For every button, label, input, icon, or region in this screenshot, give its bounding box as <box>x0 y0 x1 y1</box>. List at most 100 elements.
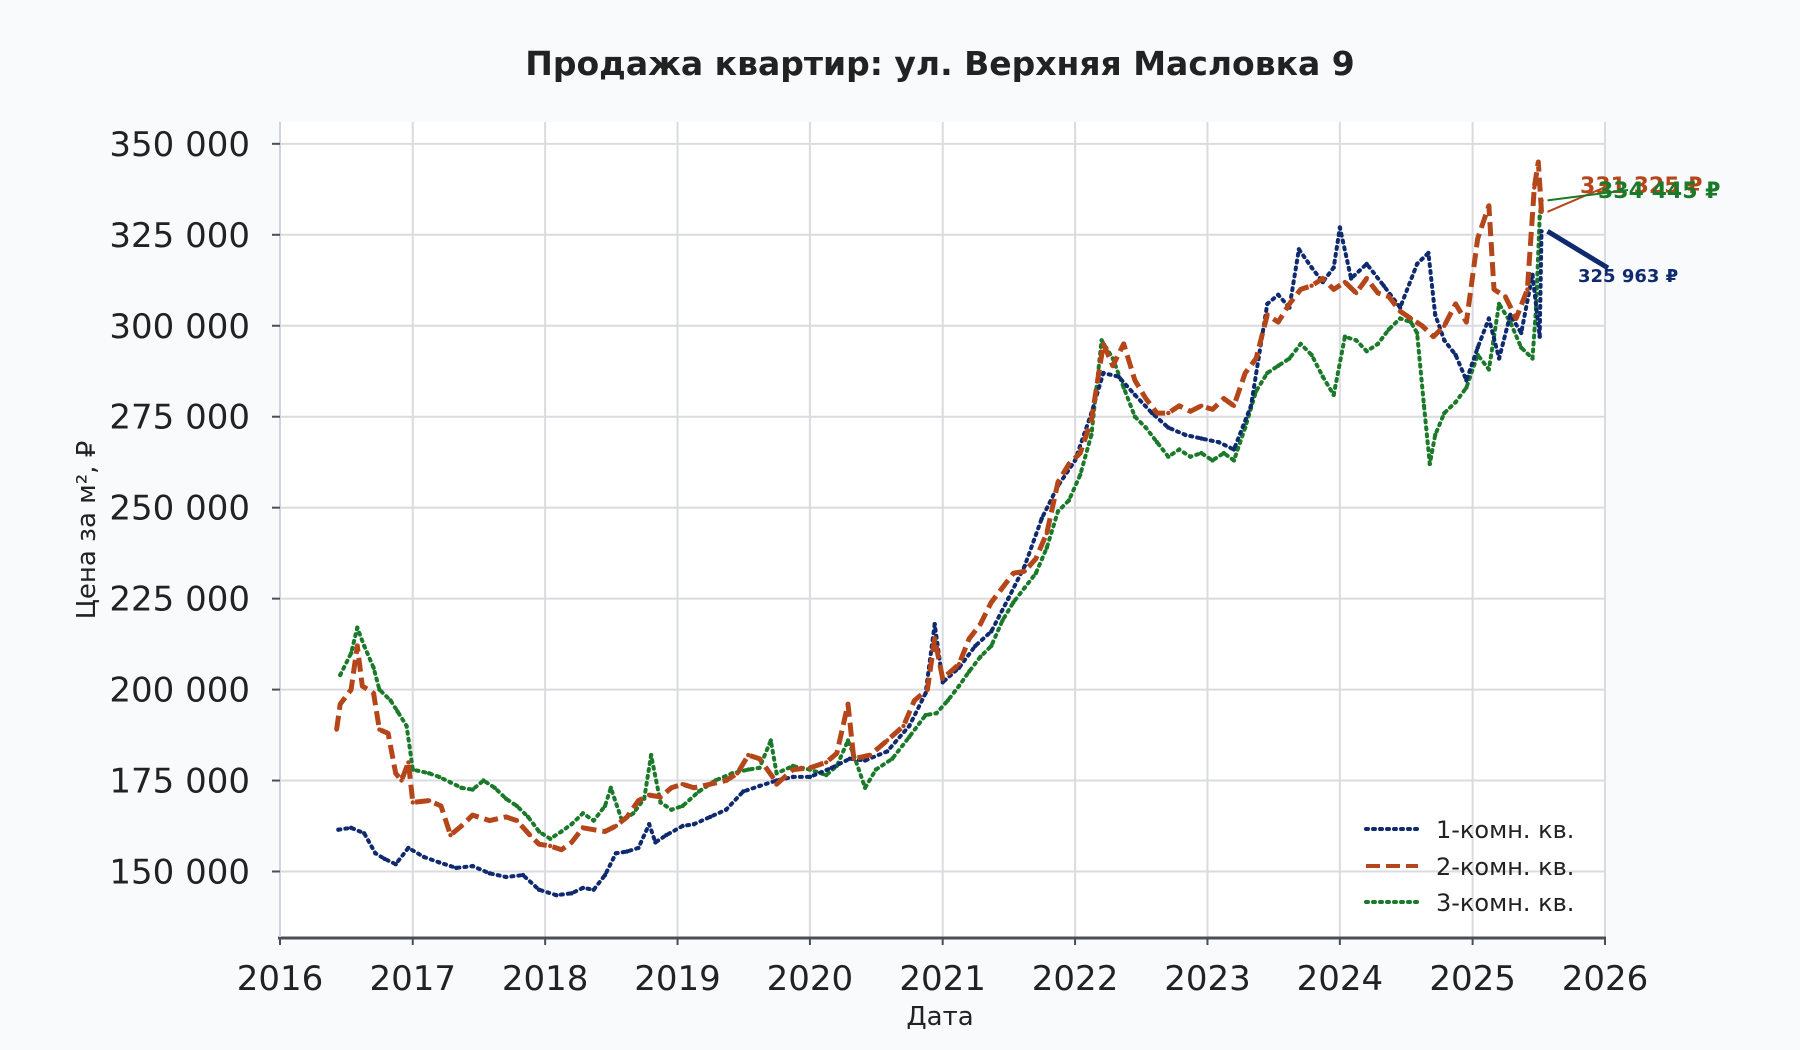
data-point <box>470 812 475 818</box>
data-point <box>741 789 746 794</box>
data-point <box>514 803 520 809</box>
data-point <box>956 683 962 689</box>
data-point <box>669 785 674 790</box>
data-point <box>1442 323 1447 328</box>
data-point <box>377 687 382 692</box>
data-point <box>967 669 972 674</box>
data-point <box>348 651 354 656</box>
data-point <box>790 774 796 780</box>
data-point <box>1381 283 1386 288</box>
data-point <box>1408 316 1414 321</box>
data-point <box>1033 556 1039 561</box>
data-point <box>1110 363 1116 368</box>
data-point <box>554 893 559 898</box>
data-point <box>362 831 367 836</box>
data-point <box>1101 370 1106 376</box>
data-point <box>807 774 813 780</box>
data-point <box>1464 385 1469 390</box>
annotation-label: 334 445 ₽ <box>1598 179 1720 204</box>
data-point <box>1421 403 1427 408</box>
data-point <box>503 874 509 880</box>
data-point <box>470 787 475 792</box>
data-point <box>680 782 685 787</box>
y-tick-label: 325 000 <box>109 216 250 256</box>
annotation-label: 331 325 ₽ <box>1580 174 1702 199</box>
legend-label-1room: 1-комн. кв. <box>1436 816 1574 844</box>
data-point <box>1342 334 1348 339</box>
data-point <box>1089 432 1094 438</box>
data-point <box>1188 454 1193 459</box>
data-point <box>658 800 663 805</box>
data-point <box>923 712 928 718</box>
data-point <box>1055 480 1061 485</box>
data-point <box>426 771 432 776</box>
data-point <box>338 672 343 678</box>
data-point <box>1011 571 1016 576</box>
legend-label-2room: 2-комн. кв. <box>1436 853 1574 881</box>
data-point <box>336 827 341 832</box>
data-point <box>536 887 542 892</box>
y-tick-label: 200 000 <box>109 671 250 711</box>
data-point <box>437 774 442 780</box>
data-point <box>940 680 945 685</box>
data-point <box>989 600 994 605</box>
data-point <box>1491 287 1497 292</box>
data-point <box>1276 363 1281 368</box>
y-tick-label: 300 000 <box>109 307 250 347</box>
data-point <box>1433 312 1438 317</box>
data-point <box>746 752 751 758</box>
data-point <box>1116 374 1121 379</box>
data-point <box>569 822 574 827</box>
data-point <box>647 792 652 798</box>
data-point <box>613 851 619 856</box>
data-point <box>559 847 564 852</box>
data-point <box>393 862 398 867</box>
data-point <box>1513 316 1519 321</box>
data-point <box>1166 425 1171 430</box>
data-point <box>1183 432 1188 438</box>
data-point <box>1199 403 1204 408</box>
data-point <box>978 621 983 627</box>
x-tick-label: 2019 <box>634 959 721 999</box>
data-point <box>1386 294 1392 299</box>
data-point <box>829 765 834 770</box>
data-point <box>1431 334 1436 339</box>
data-point <box>1539 229 1544 234</box>
data-point <box>548 836 553 841</box>
data-point <box>1221 396 1227 401</box>
data-point <box>1000 618 1005 623</box>
data-point <box>399 778 404 783</box>
data-point <box>1243 370 1248 376</box>
data-point <box>1231 458 1237 463</box>
series-points-2room <box>334 159 1544 852</box>
data-point <box>1442 410 1447 416</box>
data-point <box>1496 301 1502 307</box>
data-point <box>669 807 674 812</box>
annotation-label: 325 963 ₽ <box>1578 266 1678 287</box>
data-point <box>1426 250 1431 256</box>
data-point <box>355 625 360 630</box>
data-point <box>862 785 868 790</box>
data-point <box>1530 356 1535 361</box>
data-point <box>1044 545 1050 550</box>
data-point <box>723 778 729 783</box>
data-point <box>360 683 365 689</box>
data-point <box>580 811 586 816</box>
data-point <box>1265 312 1270 317</box>
data-point <box>1320 374 1326 379</box>
data-point <box>1121 341 1126 347</box>
data-point <box>989 643 994 649</box>
data-point <box>934 711 939 716</box>
data-point <box>1364 261 1369 267</box>
y-tick-label: 225 000 <box>109 580 250 620</box>
data-point <box>1055 509 1061 514</box>
data-point <box>1397 309 1403 314</box>
data-point <box>503 814 509 820</box>
data-point <box>334 727 339 732</box>
chart-title: Продажа квартир: ул. Верхняя Масловка 9 <box>525 44 1354 83</box>
annotation-arrow <box>1547 184 1611 213</box>
data-point <box>1375 290 1381 296</box>
data-point <box>1078 450 1083 456</box>
data-point <box>1503 294 1508 299</box>
